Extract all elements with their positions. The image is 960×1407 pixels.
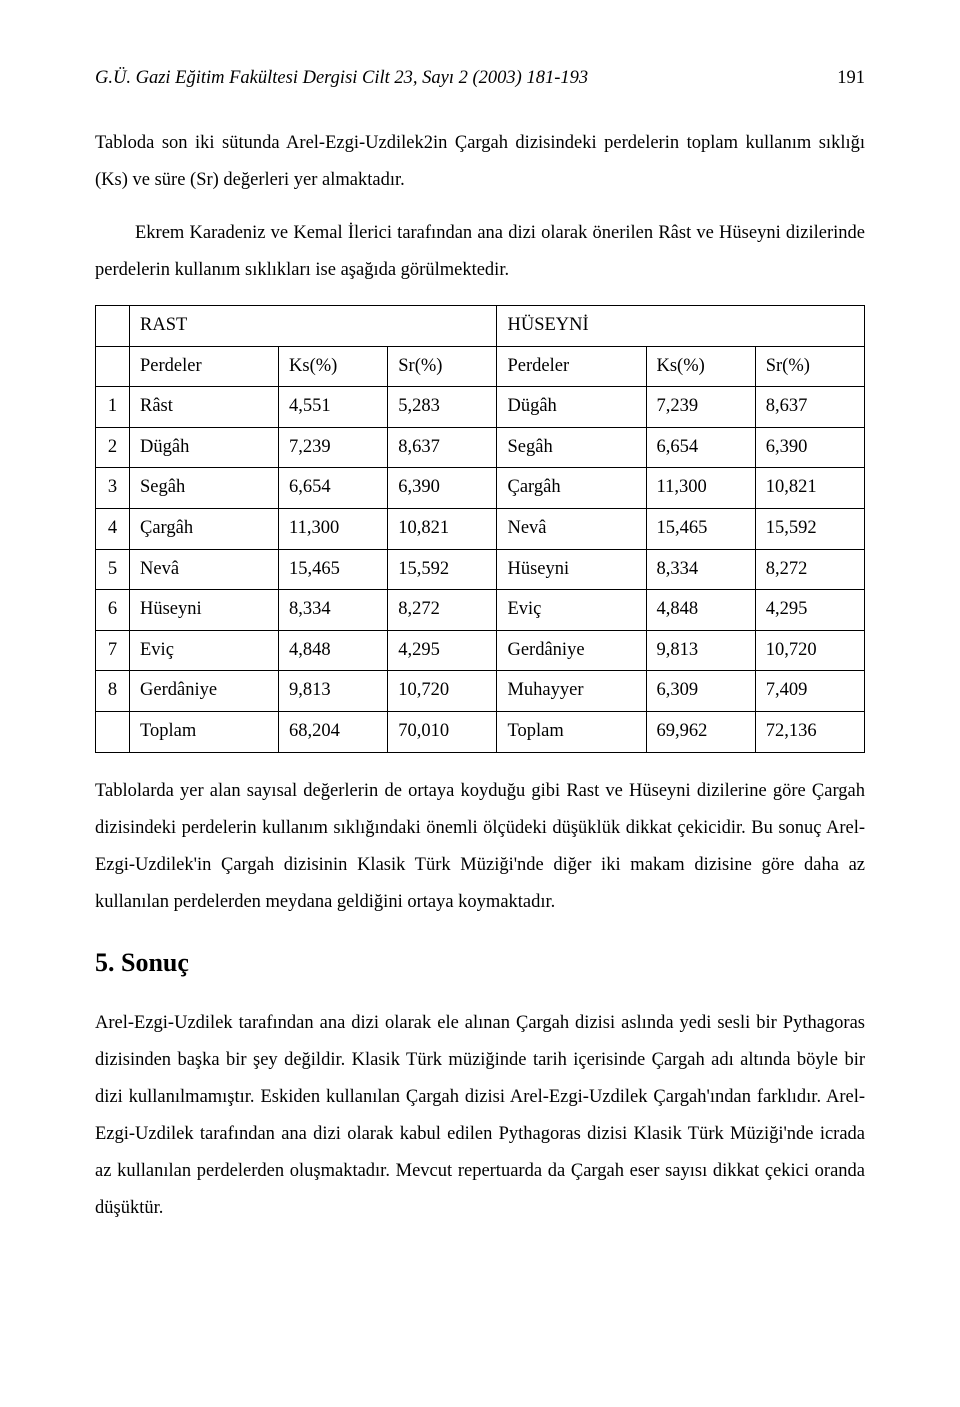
cell-lp: Çargâh xyxy=(130,508,279,549)
cell-rsr: 6,390 xyxy=(755,427,864,468)
cell-lp: Eviç xyxy=(130,630,279,671)
cell-rsr: 10,821 xyxy=(755,468,864,509)
cell-lks: 4,848 xyxy=(279,630,388,671)
table-title-row: RAST HÜSEYNİ xyxy=(96,306,865,347)
row-index: 3 xyxy=(96,468,130,509)
total-label-left: Toplam xyxy=(130,711,279,752)
row-index: 4 xyxy=(96,508,130,549)
total-lks: 68,204 xyxy=(279,711,388,752)
cell-rp: Muhayyer xyxy=(497,671,646,712)
total-rsr: 72,136 xyxy=(755,711,864,752)
cell-lsr: 8,272 xyxy=(388,590,497,631)
cell-rp: Dügâh xyxy=(497,387,646,428)
cell-rsr: 4,295 xyxy=(755,590,864,631)
total-label-right: Toplam xyxy=(497,711,646,752)
cell-lks: 6,654 xyxy=(279,468,388,509)
index-header-empty xyxy=(96,306,130,347)
cell-lp: Gerdâniye xyxy=(130,671,279,712)
table-row: 4 Çargâh 11,300 10,821 Nevâ 15,465 15,59… xyxy=(96,508,865,549)
journal-citation: G.Ü. Gazi Eğitim Fakültesi Dergisi Cilt … xyxy=(95,60,588,97)
cell-rp: Nevâ xyxy=(497,508,646,549)
cell-lp: Râst xyxy=(130,387,279,428)
cell-rsr: 8,272 xyxy=(755,549,864,590)
row-index: 6 xyxy=(96,590,130,631)
col-sr-left: Sr(%) xyxy=(388,346,497,387)
table-row: 2 Dügâh 7,239 8,637 Segâh 6,654 6,390 xyxy=(96,427,865,468)
cell-lks: 11,300 xyxy=(279,508,388,549)
cell-lp: Nevâ xyxy=(130,549,279,590)
cell-rsr: 7,409 xyxy=(755,671,864,712)
cell-rp: Segâh xyxy=(497,427,646,468)
table-row: 6 Hüseyni 8,334 8,272 Eviç 4,848 4,295 xyxy=(96,590,865,631)
cell-lp: Dügâh xyxy=(130,427,279,468)
page-number: 191 xyxy=(837,60,865,97)
cell-rks: 6,654 xyxy=(646,427,755,468)
cell-lsr: 10,720 xyxy=(388,671,497,712)
row-index: 1 xyxy=(96,387,130,428)
cell-rsr: 15,592 xyxy=(755,508,864,549)
cell-lks: 8,334 xyxy=(279,590,388,631)
cell-lsr: 4,295 xyxy=(388,630,497,671)
index-header-empty2 xyxy=(96,346,130,387)
perdeler-table: RAST HÜSEYNİ Perdeler Ks(%) Sr(%) Perdel… xyxy=(95,305,865,753)
body-paragraph-1: Tabloda son iki sütunda Arel-Ezgi-Uzdile… xyxy=(95,125,865,199)
cell-rp: Gerdâniye xyxy=(497,630,646,671)
table-row: 3 Segâh 6,654 6,390 Çargâh 11,300 10,821 xyxy=(96,468,865,509)
row-index: 2 xyxy=(96,427,130,468)
body-paragraph-3: Tablolarda yer alan sayısal değerlerin d… xyxy=(95,773,865,921)
row-index: 7 xyxy=(96,630,130,671)
total-lsr: 70,010 xyxy=(388,711,497,752)
right-section-title: HÜSEYNİ xyxy=(497,306,865,347)
cell-lks: 4,551 xyxy=(279,387,388,428)
row-index: 8 xyxy=(96,671,130,712)
cell-lks: 15,465 xyxy=(279,549,388,590)
cell-lsr: 6,390 xyxy=(388,468,497,509)
col-sr-right: Sr(%) xyxy=(755,346,864,387)
col-perdeler-right: Perdeler xyxy=(497,346,646,387)
table-row: 7 Eviç 4,848 4,295 Gerdâniye 9,813 10,72… xyxy=(96,630,865,671)
cell-lsr: 10,821 xyxy=(388,508,497,549)
table-row: 5 Nevâ 15,465 15,592 Hüseyni 8,334 8,272 xyxy=(96,549,865,590)
cell-lks: 9,813 xyxy=(279,671,388,712)
col-ks-left: Ks(%) xyxy=(279,346,388,387)
section-heading: 5. Sonuç xyxy=(95,937,865,989)
table-header-row: Perdeler Ks(%) Sr(%) Perdeler Ks(%) Sr(%… xyxy=(96,346,865,387)
cell-rsr: 10,720 xyxy=(755,630,864,671)
cell-lsr: 8,637 xyxy=(388,427,497,468)
cell-rks: 4,848 xyxy=(646,590,755,631)
table-row: 8 Gerdâniye 9,813 10,720 Muhayyer 6,309 … xyxy=(96,671,865,712)
body-paragraph-4: Arel-Ezgi-Uzdilek tarafından ana dizi ol… xyxy=(95,1005,865,1227)
cell-lp: Hüseyni xyxy=(130,590,279,631)
cell-rks: 11,300 xyxy=(646,468,755,509)
cell-lp: Segâh xyxy=(130,468,279,509)
total-index-empty xyxy=(96,711,130,752)
table-row: 1 Râst 4,551 5,283 Dügâh 7,239 8,637 xyxy=(96,387,865,428)
left-section-title: RAST xyxy=(130,306,497,347)
total-rks: 69,962 xyxy=(646,711,755,752)
cell-rks: 6,309 xyxy=(646,671,755,712)
col-ks-right: Ks(%) xyxy=(646,346,755,387)
body-paragraph-2: Ekrem Karadeniz ve Kemal İlerici tarafın… xyxy=(95,215,865,289)
cell-rp: Hüseyni xyxy=(497,549,646,590)
row-index: 5 xyxy=(96,549,130,590)
cell-rsr: 8,637 xyxy=(755,387,864,428)
cell-rks: 15,465 xyxy=(646,508,755,549)
cell-rp: Çargâh xyxy=(497,468,646,509)
cell-rks: 7,239 xyxy=(646,387,755,428)
cell-rks: 9,813 xyxy=(646,630,755,671)
cell-rp: Eviç xyxy=(497,590,646,631)
cell-rks: 8,334 xyxy=(646,549,755,590)
col-perdeler-left: Perdeler xyxy=(130,346,279,387)
page-header: G.Ü. Gazi Eğitim Fakültesi Dergisi Cilt … xyxy=(95,60,865,97)
cell-lks: 7,239 xyxy=(279,427,388,468)
cell-lsr: 5,283 xyxy=(388,387,497,428)
cell-lsr: 15,592 xyxy=(388,549,497,590)
table-total-row: Toplam 68,204 70,010 Toplam 69,962 72,13… xyxy=(96,711,865,752)
